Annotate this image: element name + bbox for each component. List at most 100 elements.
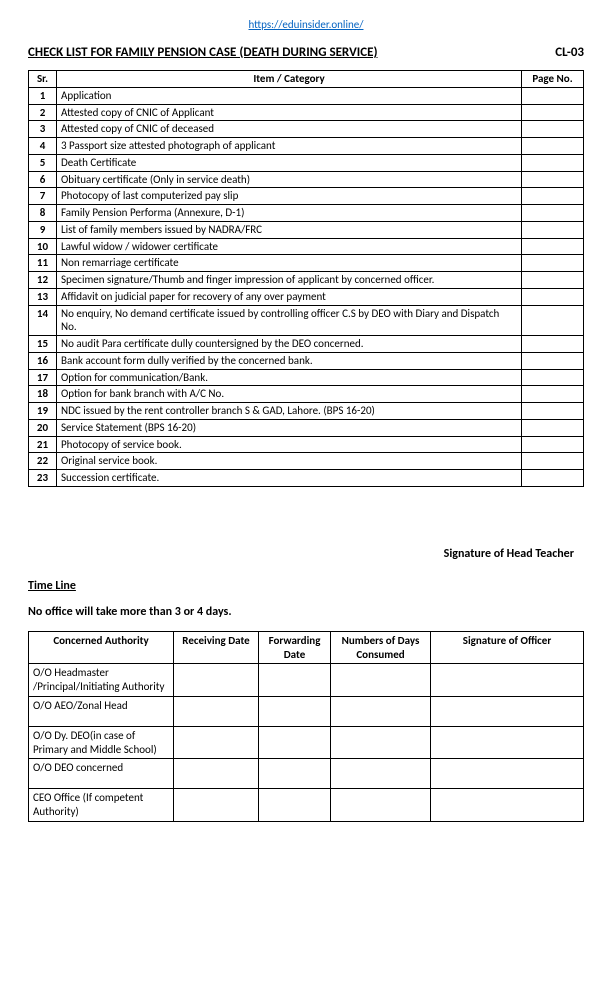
- table-row: 16Bank account form dully verified by th…: [29, 352, 584, 369]
- cell-authority: O/O DEO concerned: [29, 759, 174, 789]
- cell-item: Service Statement (BPS 16-20): [57, 419, 522, 436]
- cell-sr: 19: [29, 403, 57, 420]
- cell-item: List of family members issued by NADRA/F…: [57, 221, 522, 238]
- table-row: 22Original service book.: [29, 453, 584, 470]
- cell-blank: [259, 696, 331, 726]
- cell-pageno: [522, 419, 584, 436]
- table-row: 15No audit Para certificate dully counte…: [29, 336, 584, 353]
- cell-pageno: [522, 154, 584, 171]
- cell-item: Specimen signature/Thumb and finger impr…: [57, 272, 522, 289]
- cell-item: Photocopy of service book.: [57, 436, 522, 453]
- table-row: 12Specimen signature/Thumb and finger im…: [29, 272, 584, 289]
- cell-item: NDC issued by the rent controller branch…: [57, 403, 522, 420]
- table-row: 5Death Certificate: [29, 154, 584, 171]
- cell-sr: 4: [29, 138, 57, 155]
- cell-blank: [174, 726, 259, 759]
- cell-item: Succession certificate.: [57, 470, 522, 487]
- cell-blank: [431, 696, 584, 726]
- table-row: 19NDC issued by the rent controller bran…: [29, 403, 584, 420]
- cell-pageno: [522, 238, 584, 255]
- cell-blank: [331, 664, 431, 697]
- table-row: 1Application: [29, 87, 584, 104]
- cell-item: Family Pension Performa (Annexure, D-1): [57, 205, 522, 222]
- document-title: CHECK LIST FOR FAMILY PENSION CASE (DEAT…: [28, 45, 378, 60]
- header-url[interactable]: https://eduinsider.online/: [28, 18, 584, 31]
- table-row: 21Photocopy of service book.: [29, 436, 584, 453]
- cell-pageno: [522, 305, 584, 336]
- cell-sr: 5: [29, 154, 57, 171]
- cell-authority: CEO Office (If competent Authority): [29, 789, 174, 822]
- cell-item: No enquiry, No demand certificate issued…: [57, 305, 522, 336]
- cell-blank: [174, 696, 259, 726]
- cell-blank: [174, 664, 259, 697]
- table-row: O/O Dy. DEO(in case of Primary and Middl…: [29, 726, 584, 759]
- table-row: 43 Passport size attested photograph of …: [29, 138, 584, 155]
- cell-pageno: [522, 188, 584, 205]
- cell-item: Attested copy of CNIC of deceased: [57, 121, 522, 138]
- col-forwarding: Forwarding Date: [259, 631, 331, 664]
- cell-item: Non remarriage certificate: [57, 255, 522, 272]
- cell-item: 3 Passport size attested photograph of a…: [57, 138, 522, 155]
- table-row: 18Option for bank branch with A/C No.: [29, 386, 584, 403]
- cell-pageno: [522, 436, 584, 453]
- cell-sr: 2: [29, 104, 57, 121]
- cell-pageno: [522, 453, 584, 470]
- col-page: Page No.: [522, 71, 584, 88]
- timeline-table: Concerned Authority Receiving Date Forwa…: [28, 631, 584, 822]
- cell-blank: [174, 759, 259, 789]
- checklist-header-row: Sr. Item / Category Page No.: [29, 71, 584, 88]
- document-code: CL-03: [555, 45, 584, 60]
- cell-pageno: [522, 403, 584, 420]
- cell-pageno: [522, 121, 584, 138]
- cell-item: Lawful widow / widower certificate: [57, 238, 522, 255]
- cell-blank: [259, 726, 331, 759]
- cell-sr: 1: [29, 87, 57, 104]
- col-sr: Sr.: [29, 71, 57, 88]
- table-row: 3Attested copy of CNIC of deceased: [29, 121, 584, 138]
- table-row: O/O AEO/Zonal Head: [29, 696, 584, 726]
- table-row: 6Obituary certificate (Only in service d…: [29, 171, 584, 188]
- header-row: CHECK LIST FOR FAMILY PENSION CASE (DEAT…: [28, 45, 584, 60]
- cell-sr: 22: [29, 453, 57, 470]
- col-days: Numbers of Days Consumed: [331, 631, 431, 664]
- col-item: Item / Category: [57, 71, 522, 88]
- cell-item: Obituary certificate (Only in service de…: [57, 171, 522, 188]
- cell-pageno: [522, 336, 584, 353]
- cell-blank: [331, 789, 431, 822]
- cell-pageno: [522, 221, 584, 238]
- cell-blank: [259, 664, 331, 697]
- cell-pageno: [522, 369, 584, 386]
- cell-item: Option for bank branch with A/C No.: [57, 386, 522, 403]
- cell-authority: O/O Dy. DEO(in case of Primary and Middl…: [29, 726, 174, 759]
- cell-blank: [259, 789, 331, 822]
- cell-sr: 18: [29, 386, 57, 403]
- cell-pageno: [522, 288, 584, 305]
- cell-sr: 15: [29, 336, 57, 353]
- cell-item: Application: [57, 87, 522, 104]
- table-row: O/O Headmaster /Principal/Initiating Aut…: [29, 664, 584, 697]
- table-row: 20Service Statement (BPS 16-20): [29, 419, 584, 436]
- cell-pageno: [522, 386, 584, 403]
- cell-item: Death Certificate: [57, 154, 522, 171]
- table-row: 14No enquiry, No demand certificate issu…: [29, 305, 584, 336]
- cell-sr: 11: [29, 255, 57, 272]
- table-row: O/O DEO concerned: [29, 759, 584, 789]
- cell-sr: 20: [29, 419, 57, 436]
- cell-sr: 21: [29, 436, 57, 453]
- table-row: 9List of family members issued by NADRA/…: [29, 221, 584, 238]
- timeline-note: No office will take more than 3 or 4 day…: [28, 605, 584, 619]
- cell-pageno: [522, 138, 584, 155]
- cell-blank: [331, 726, 431, 759]
- cell-blank: [331, 696, 431, 726]
- cell-authority: O/O AEO/Zonal Head: [29, 696, 174, 726]
- cell-sr: 14: [29, 305, 57, 336]
- cell-blank: [331, 759, 431, 789]
- checklist-table: Sr. Item / Category Page No. 1Applicatio…: [28, 70, 584, 487]
- cell-pageno: [522, 205, 584, 222]
- cell-sr: 9: [29, 221, 57, 238]
- table-row: 2Attested copy of CNIC of Applicant: [29, 104, 584, 121]
- cell-pageno: [522, 272, 584, 289]
- cell-sr: 3: [29, 121, 57, 138]
- cell-sr: 8: [29, 205, 57, 222]
- cell-pageno: [522, 352, 584, 369]
